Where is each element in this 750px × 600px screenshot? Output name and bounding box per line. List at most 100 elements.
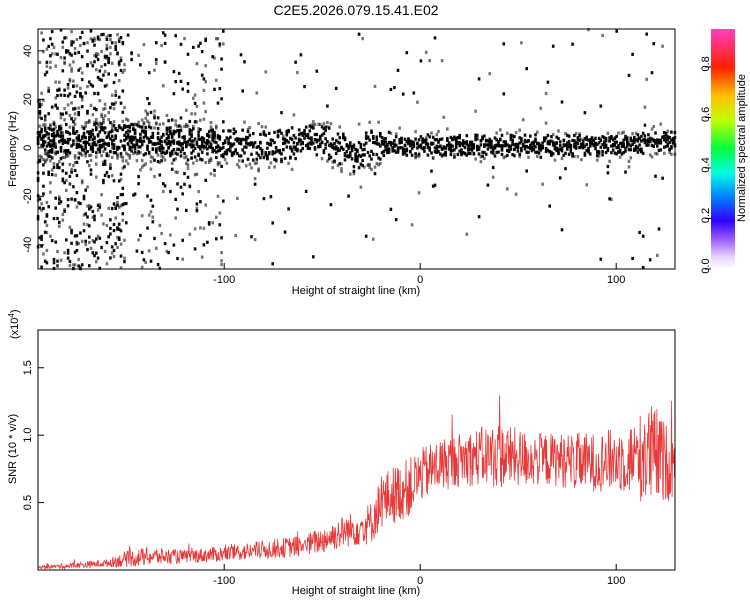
heatmap-cell [220, 263, 223, 267]
heatmap-cell [186, 142, 190, 146]
heatmap-cell [59, 56, 63, 60]
heatmap-cell [102, 138, 105, 143]
snr-y-tick-label: 0.5 [22, 495, 34, 510]
heatmap-cell [259, 141, 262, 145]
heatmap-cell [566, 141, 569, 145]
heatmap-cell [172, 92, 176, 96]
heatmap-cell [70, 170, 73, 174]
heatmap-cell [179, 142, 183, 146]
heatmap-cell [54, 145, 57, 149]
heatmap-cell [461, 151, 465, 155]
heatmap-cell [603, 145, 606, 149]
heatmap-cell [357, 32, 361, 36]
heatmap-cell [417, 152, 421, 156]
heatmap-cell [389, 207, 393, 211]
heatmap-cell [491, 151, 495, 155]
heatmap-cell [170, 118, 174, 122]
heatmap-cell [513, 134, 516, 139]
heatmap-cell [72, 60, 75, 64]
heatmap-cell [327, 126, 331, 130]
heatmap-cell [659, 122, 663, 126]
heatmap-cell [93, 43, 96, 47]
heatmap-cell [532, 140, 536, 144]
heatmap-cell [63, 118, 66, 122]
heatmap-cell [580, 142, 583, 146]
heatmap-cell [93, 120, 96, 124]
heatmap-cell [137, 53, 140, 57]
heatmap-cell [379, 162, 382, 166]
heatmap-cell [73, 51, 77, 55]
heatmap-cell [546, 142, 550, 146]
heatmap-cell [257, 121, 260, 126]
heatmap-cell [386, 150, 389, 155]
colorbar-ticks: 0.00.20.40.60.8 [700, 56, 712, 273]
heatmap-cell [86, 109, 89, 113]
heatmap-cell [96, 234, 100, 238]
heatmap-cell [220, 259, 223, 263]
heatmap-cell [278, 128, 282, 132]
heatmap-cell [139, 125, 142, 129]
heatmap-cell [112, 229, 116, 233]
heatmap-cell [458, 144, 461, 148]
heatmap-cell [169, 233, 172, 237]
heatmap-cell [185, 122, 188, 127]
heatmap-cell [622, 142, 625, 146]
heatmap-cell [170, 149, 174, 154]
heatmap-cell [234, 130, 237, 134]
heatmap-cell [197, 44, 200, 48]
heatmap-cell [236, 163, 239, 167]
heatmap-cell [239, 53, 243, 57]
heatmap-cell [239, 142, 243, 146]
heatmap-cell [116, 152, 119, 156]
heatmap-cell [89, 61, 93, 65]
heatmap-cell [560, 149, 564, 153]
heatmap-cell [135, 123, 139, 127]
heatmap-cell [70, 197, 73, 201]
heatmap-cell [546, 140, 550, 144]
heatmap-cell [75, 90, 79, 94]
heatmap-cell [248, 143, 252, 147]
heatmap-cell [179, 143, 183, 148]
heatmap-cell [301, 131, 304, 135]
heatmap-cell [50, 132, 54, 137]
heatmap-cell [502, 92, 506, 96]
heatmap-cell [320, 125, 324, 129]
heatmap-cell [652, 138, 655, 142]
heatmap-cell [75, 242, 79, 246]
heatmap-cell [458, 136, 461, 140]
heatmap-cell [661, 135, 664, 139]
heatmap-cell [155, 147, 158, 151]
heatmap-cell [107, 235, 110, 239]
heatmap-cell [165, 249, 169, 253]
heatmap-cell [546, 80, 550, 84]
heatmap-cell [656, 152, 659, 156]
heatmap-cell [68, 174, 72, 178]
heatmap-cell [107, 174, 110, 179]
heatmap-cell [597, 136, 601, 140]
heatmap-cell [384, 137, 387, 141]
heatmap-cell [144, 134, 147, 138]
heatmap-cell [52, 45, 56, 49]
snr-x-ticks: -100 0 100 [213, 564, 625, 587]
heatmap-cell [663, 131, 666, 135]
heatmap-cell [82, 141, 86, 145]
heatmap-cell [509, 133, 513, 137]
heatmap-cell [63, 138, 66, 143]
heatmap-cell [72, 79, 75, 83]
heatmap-cell [437, 140, 440, 144]
heatmap-cell [206, 139, 209, 143]
heatmap-cell [107, 154, 110, 158]
heatmap-cell [54, 64, 57, 68]
heatmap-cell [222, 29, 225, 33]
heatmap-cell [458, 141, 461, 145]
heatmap-cell [114, 242, 117, 246]
heatmap-cell [246, 127, 250, 131]
heatmap-cell [394, 132, 398, 136]
heatmap-cell [110, 174, 114, 178]
heatmap-cell [220, 147, 223, 151]
heatmap-cell [52, 141, 56, 145]
heatmap-cell [65, 149, 68, 153]
heatmap-cell [170, 140, 174, 144]
heatmap-cell [91, 113, 95, 117]
heatmap-cell [564, 143, 567, 147]
